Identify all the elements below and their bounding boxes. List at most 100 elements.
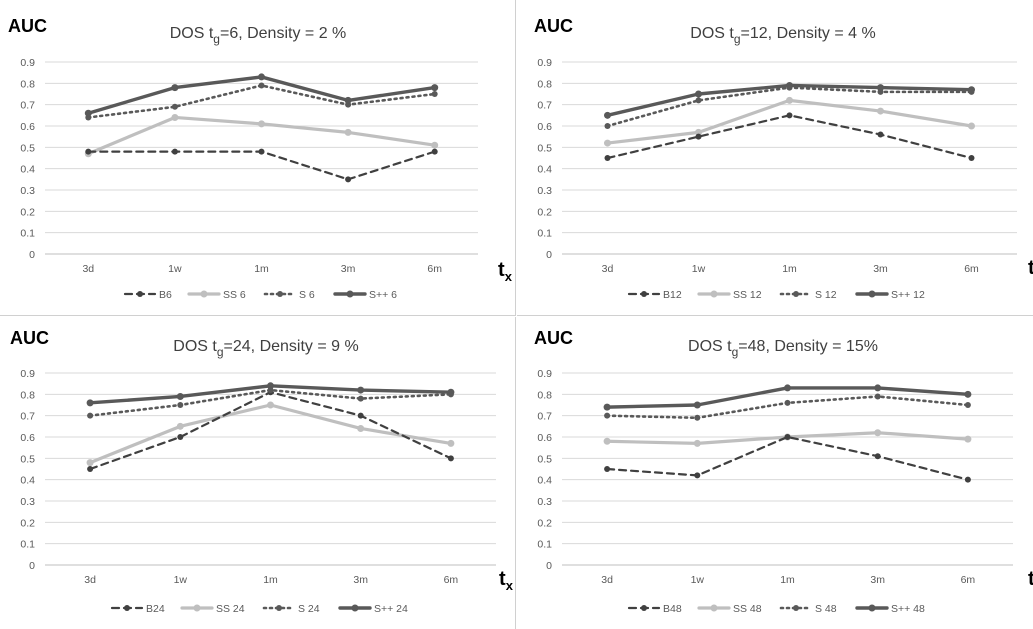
y-tick-label: 0.9 — [537, 368, 552, 380]
data-point — [258, 120, 265, 128]
series-line-light — [605, 98, 974, 145]
y-tick-label: 0.4 — [20, 164, 35, 176]
series-lines — [604, 81, 975, 161]
y-tick-label: 0.8 — [537, 389, 552, 401]
legend-label: S 24 — [298, 603, 320, 615]
data-point — [86, 459, 94, 467]
legend-marker — [276, 605, 282, 611]
data-point — [85, 148, 92, 155]
y-tick-label: 0 — [546, 560, 552, 572]
legend-label: S++ 48 — [891, 603, 925, 615]
x-tick-label: 1w — [692, 263, 706, 275]
data-point — [695, 128, 702, 136]
data-point — [177, 402, 184, 408]
y-tick-label: 0.1 — [537, 228, 552, 240]
x-tick-label: 1m — [254, 263, 269, 275]
y-tick-label: 0 — [29, 560, 35, 572]
x-axis-label: tx — [499, 568, 514, 593]
y-tick-label: 0.5 — [20, 142, 35, 154]
legend: B12 SS 12 S 12 S++ 12 — [627, 289, 925, 301]
x-tick-label: 3d — [601, 574, 613, 586]
y-tick-label: 0.8 — [20, 78, 35, 90]
series-lines — [86, 382, 455, 472]
y-tick-label: 0.4 — [537, 164, 552, 176]
series-line-solid — [86, 75, 437, 115]
legend-label: S++ 6 — [369, 289, 397, 301]
data-point — [968, 122, 975, 130]
legend-marker — [710, 290, 718, 298]
legend-label: B12 — [663, 289, 682, 301]
chart-title: DOS tg=24, Density = 9 % — [173, 338, 358, 359]
series-line-dashed — [605, 435, 969, 481]
x-tick-label: 1m — [263, 574, 278, 586]
x-axis-label-subscript: x — [505, 269, 513, 284]
y-tick-label: 0.7 — [20, 100, 35, 112]
legend-marker — [868, 290, 876, 298]
legend-label: SS 48 — [733, 603, 762, 615]
legend: B24 SS 24 S 24 S++ 24 — [110, 603, 408, 615]
y-tick-label: 0.2 — [537, 517, 552, 529]
x-tick-label: 1w — [174, 574, 188, 586]
y-tick-label: 0.3 — [537, 496, 552, 508]
series-line-dashed — [87, 150, 436, 181]
y-tick-label: 0 — [546, 249, 552, 261]
title-text-pre: DOS t — [688, 338, 732, 355]
x-tick-label: 3m — [353, 574, 368, 586]
y-tick-label: 0.5 — [537, 453, 552, 465]
legend-marker — [710, 604, 718, 612]
y-axis-label: AUC — [10, 328, 49, 348]
data-point — [693, 401, 701, 409]
data-point — [87, 466, 94, 472]
data-point — [604, 139, 611, 147]
x-axis-label-main: t — [499, 568, 506, 590]
data-point — [784, 434, 791, 440]
data-point — [177, 434, 184, 440]
data-point — [267, 401, 274, 409]
data-point — [874, 429, 882, 437]
legend-marker — [193, 604, 201, 612]
x-tick-label: 6m — [961, 574, 976, 586]
y-axis-label: AUC — [534, 328, 573, 348]
chart-panel-tg48: AUC DOS tg=48, Density = 15% 0 0.1 0.2 0.3 0… — [517, 317, 1033, 629]
x-axis-label-subscript: x — [506, 578, 514, 593]
x-tick-label: 1m — [780, 574, 795, 586]
data-point — [603, 403, 611, 411]
y-tick-label: 0.6 — [20, 121, 35, 133]
y-tick-label: 0.1 — [20, 539, 35, 551]
chart-svg: AUC DOS tg=48, Density = 15% 00.10.20.30… — [534, 328, 1033, 615]
title-subscript: g — [213, 32, 220, 46]
x-axis-label-main: t — [498, 259, 505, 281]
x-tick-label: 1w — [168, 263, 182, 275]
gridlines: 0 0.1 0.2 0.3 0.4 0.5 0.6 0.7 0.8 0.9 3d 1w 1m 3m 6m — [537, 57, 1017, 275]
data-point — [84, 109, 92, 117]
title-text-post: =12, Density = 4 % — [741, 25, 876, 42]
data-point — [784, 384, 791, 392]
data-point — [694, 472, 701, 479]
data-point — [345, 176, 352, 183]
y-tick-label: 0.5 — [537, 142, 552, 154]
chart-svg: AUC DOS tg=24, Density = 9 % 0 0.1 0.2 0.3 0… — [10, 328, 514, 615]
legend-marker — [277, 291, 283, 297]
data-point — [604, 111, 611, 119]
data-point — [877, 131, 884, 138]
data-point — [431, 148, 438, 155]
data-point — [784, 399, 791, 406]
data-point — [604, 412, 611, 419]
legend-marker — [793, 605, 799, 611]
legend-marker — [641, 605, 647, 611]
data-point — [344, 128, 352, 136]
data-point — [171, 113, 179, 121]
data-point — [357, 395, 364, 402]
data-point — [964, 402, 971, 408]
data-point — [357, 424, 365, 432]
legend-label: SS 12 — [733, 289, 762, 301]
chart-title: DOS tg=12, Density = 4 % — [690, 25, 875, 46]
legend-label: S 48 — [815, 603, 837, 615]
x-axis-label: tx — [1028, 568, 1033, 593]
y-tick-label: 0.3 — [20, 496, 35, 508]
y-tick-label: 0.6 — [537, 121, 552, 133]
data-point — [176, 392, 184, 400]
data-point — [874, 393, 881, 400]
data-point — [447, 455, 454, 462]
y-tick-label: 0.6 — [20, 432, 35, 444]
